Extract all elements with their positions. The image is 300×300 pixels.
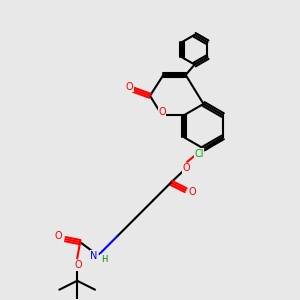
Text: H: H	[101, 255, 107, 264]
Text: Cl: Cl	[194, 149, 204, 159]
Text: O: O	[158, 106, 166, 116]
Text: O: O	[188, 187, 196, 196]
Text: O: O	[183, 164, 190, 173]
Text: O: O	[125, 82, 133, 92]
Text: N: N	[90, 250, 98, 260]
Text: O: O	[55, 231, 63, 241]
Text: O: O	[75, 260, 82, 270]
